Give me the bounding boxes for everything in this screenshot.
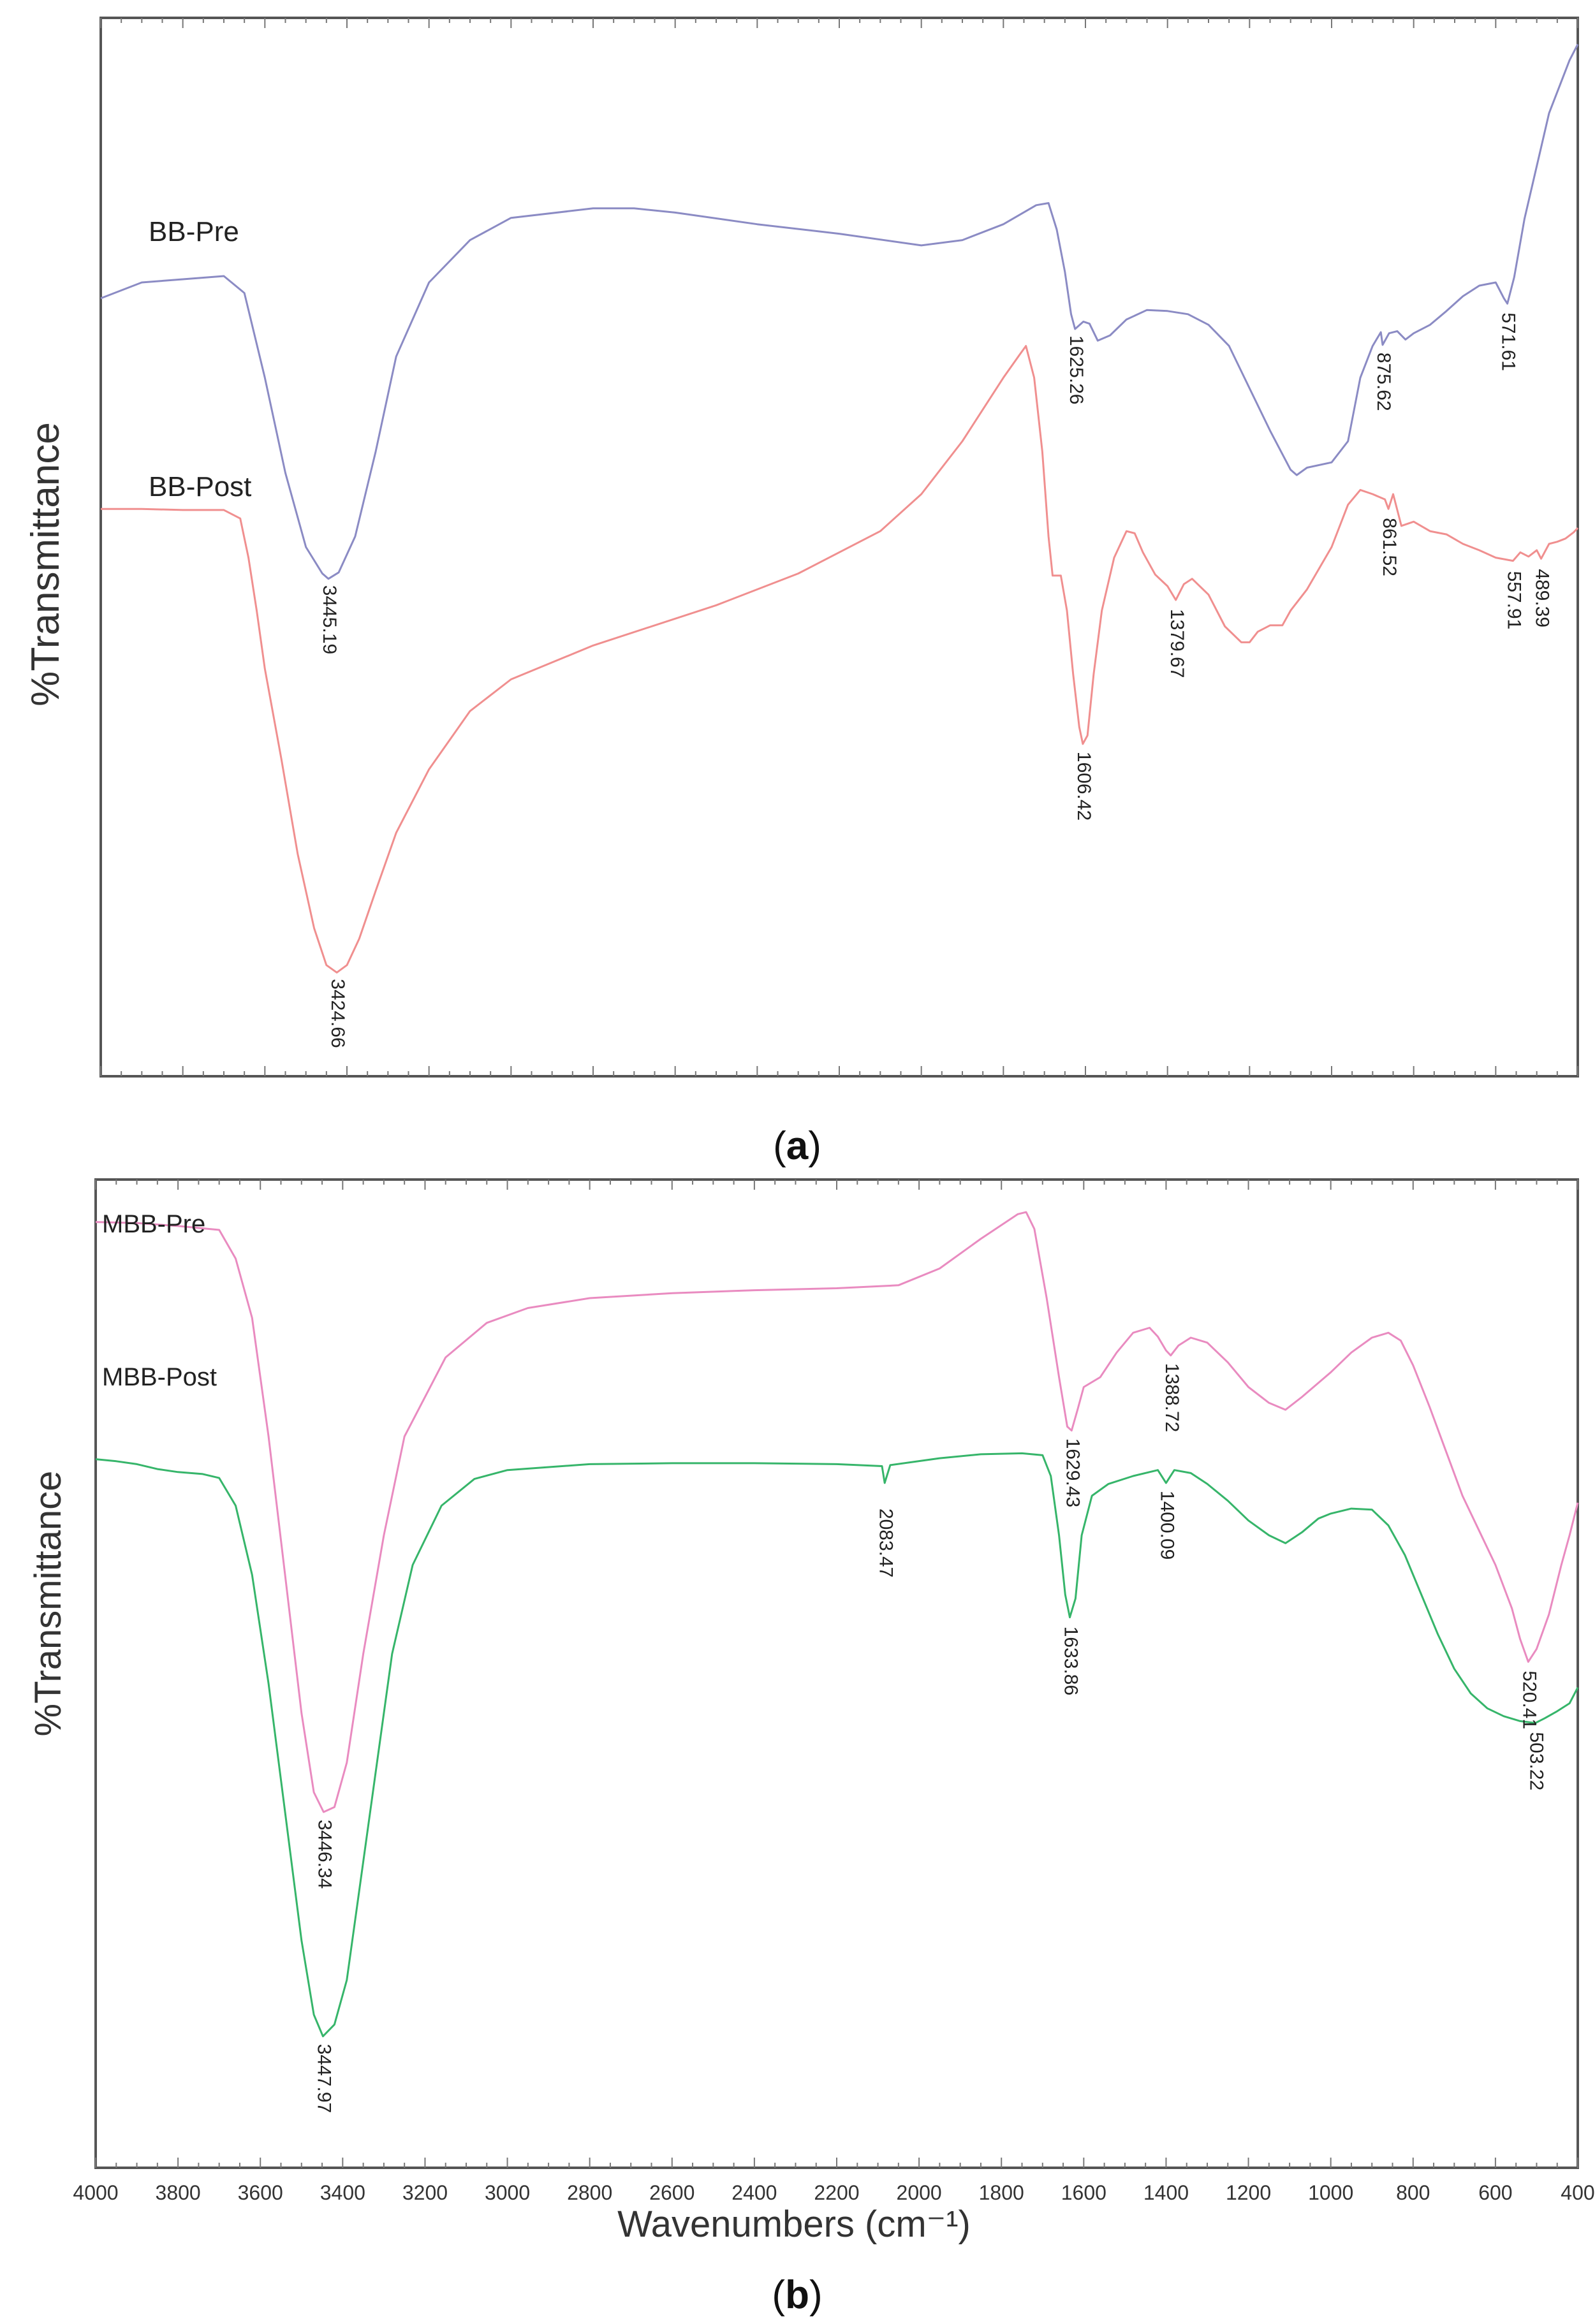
panel-a-caption: (a) — [773, 1124, 821, 1168]
x-tick-label: 400 — [1561, 2181, 1594, 2204]
peak-label: 1388.72 — [1161, 1363, 1182, 1432]
svg-text:(a): (a) — [773, 1124, 821, 1168]
svg-text:(b): (b) — [772, 2273, 822, 2317]
x-tick-label: 3800 — [156, 2181, 201, 2204]
panel-b-x-axis-label: Wavenumbers (cm⁻¹) — [617, 2203, 971, 2245]
panel-a-axis-ticks — [100, 18, 1578, 1076]
x-tick-label: 2400 — [731, 2181, 777, 2204]
peak-label: 875.62 — [1373, 353, 1394, 411]
panel-b-series-label-mbb-pre: MBB-Pre — [102, 1210, 205, 1238]
x-tick-label: 3600 — [238, 2181, 283, 2204]
panel-b-series — [95, 1211, 1579, 2038]
panel-b-frame — [94, 1178, 1579, 2169]
x-tick-label: 3400 — [320, 2181, 365, 2204]
peak-label: 1606.42 — [1073, 752, 1094, 821]
peak-label: 503.22 — [1525, 1732, 1547, 1791]
x-tick-label: 2800 — [567, 2181, 612, 2204]
x-tick-label: 600 — [1478, 2181, 1512, 2204]
series-line-bb-post — [101, 345, 1579, 974]
x-tick-label: 1200 — [1226, 2181, 1271, 2204]
x-tick-label: 4000 — [73, 2181, 118, 2204]
peak-label: 1625.26 — [1066, 335, 1087, 404]
peak-label: 571.61 — [1498, 312, 1519, 371]
x-tick-label: 1600 — [1061, 2181, 1106, 2204]
panel-b-axis-ticks: 4000 3800 3600 3400 3200 3000 2800 2600 2400 2200… — [73, 1180, 1595, 2204]
series-line-mbb-post — [95, 1452, 1579, 2038]
peak-label: 3424.66 — [327, 979, 348, 1048]
x-tick-label: 3000 — [485, 2181, 530, 2204]
series-line-mbb-pre — [95, 1211, 1579, 1813]
x-tick-label: 1000 — [1308, 2181, 1353, 2204]
peak-label: 3447.97 — [313, 2044, 334, 2113]
peak-label: 2083.47 — [875, 1509, 896, 1577]
peak-label: 1629.43 — [1062, 1438, 1083, 1507]
panel-a-caption-letter: a — [786, 1124, 809, 1168]
panel-a-series-label-bb-pre: BB-Pre — [149, 216, 239, 247]
panel-a-y-axis-label: %Transmittance — [24, 422, 68, 706]
panel-b-caption-letter: b — [785, 2273, 809, 2317]
peak-label: 3445.19 — [319, 585, 340, 654]
peak-label: 1633.86 — [1061, 1626, 1082, 1695]
x-tick-label: 2000 — [897, 2181, 942, 2204]
x-tick-label: 800 — [1396, 2181, 1430, 2204]
panel-b-series-label-mbb-post: MBB-Post — [102, 1363, 217, 1391]
panel-b-y-axis-label: %Transmittance — [27, 1471, 69, 1737]
x-tick-label: 2200 — [814, 2181, 859, 2204]
peak-label: 861.52 — [1379, 518, 1400, 576]
panel-b-chart: 4000 3800 3600 3400 3200 3000 2800 2600 2400 2200… — [27, 1178, 1595, 2245]
panel-a-peak-labels: 3445.19 1625.26 875.62 571.61 3424.66 1606.42… — [319, 312, 1553, 1048]
x-tick-label: 1400 — [1143, 2181, 1189, 2204]
x-tick-label: 2600 — [649, 2181, 695, 2204]
peak-label: 557.91 — [1503, 571, 1524, 630]
panel-a-series-label-bb-post: BB-Post — [149, 471, 251, 502]
peak-label: 520.41 — [1518, 1670, 1540, 1729]
peak-label: 3446.34 — [314, 1820, 335, 1889]
panel-a-chart: 3445.19 1625.26 875.62 571.61 3424.66 1606.42… — [24, 17, 1579, 1078]
series-line-bb-pre — [100, 43, 1579, 580]
x-tick-label: 3200 — [402, 2181, 448, 2204]
peak-label: 1379.67 — [1166, 609, 1187, 678]
x-tick-label: 1800 — [979, 2181, 1024, 2204]
panel-b-caption: (b) — [772, 2273, 822, 2317]
peak-label: 1400.09 — [1156, 1491, 1177, 1560]
panel-a-series — [100, 43, 1579, 974]
peak-label: 489.39 — [1532, 569, 1553, 627]
panel-b-peak-labels: 3446.34 1629.43 1388.72 520.41 3447.97 2083.4… — [313, 1363, 1547, 2113]
panel-a-frame — [99, 17, 1579, 1078]
